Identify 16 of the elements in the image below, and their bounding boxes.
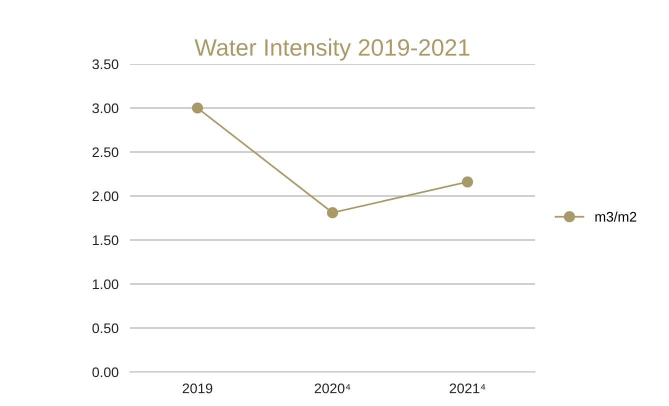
point	[462, 176, 474, 188]
y-tick-label: 3.50	[92, 59, 118, 70]
y-tick-label: 1.50	[92, 235, 118, 246]
y-tick-label: 0.50	[92, 323, 118, 334]
y-tick-label: 1.00	[92, 279, 118, 290]
legend-label: m3/m2	[595, 212, 636, 222]
y-tick-label: 3.00	[92, 103, 118, 114]
y-tick-label: 0.00	[92, 367, 118, 378]
x-tick-label: 2021⁴	[450, 383, 486, 394]
y-tick-label: 2.00	[92, 191, 118, 202]
y-tick-label: 2.50	[92, 147, 118, 158]
chart-title: Water Intensity 2019-2021	[194, 38, 470, 61]
x-tick-label: 2019	[182, 383, 212, 394]
x-tick-label: 2020⁴	[314, 383, 350, 394]
point	[192, 102, 204, 114]
point	[326, 207, 338, 218]
